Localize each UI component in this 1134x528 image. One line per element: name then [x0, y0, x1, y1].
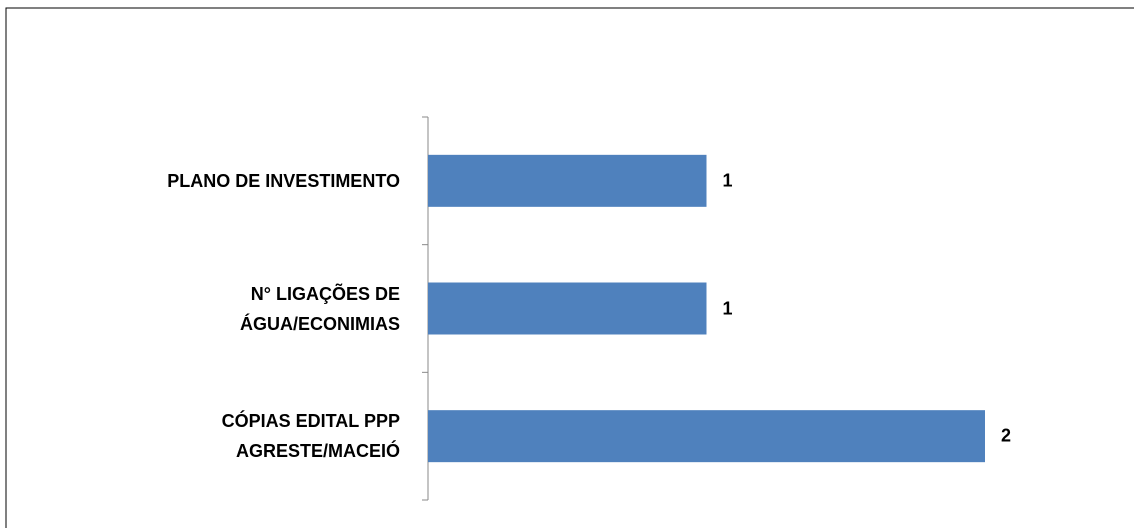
data-label: 1 — [722, 298, 733, 318]
data-label: 2 — [1001, 425, 1012, 446]
bar — [428, 410, 985, 463]
category-label: N° LIGAÇÕES DE ÁGUA/ECONIMIAS — [239, 283, 400, 334]
chart-border — [5, 7, 1134, 528]
category-label: CÓPIAS EDITAL PPP AGRESTE/MACEIÓ — [221, 411, 400, 462]
category-label: PLANO DE INVESTIMENTO — [167, 170, 400, 191]
bar — [428, 282, 707, 335]
bar — [428, 154, 707, 207]
data-label: 1 — [722, 170, 733, 191]
